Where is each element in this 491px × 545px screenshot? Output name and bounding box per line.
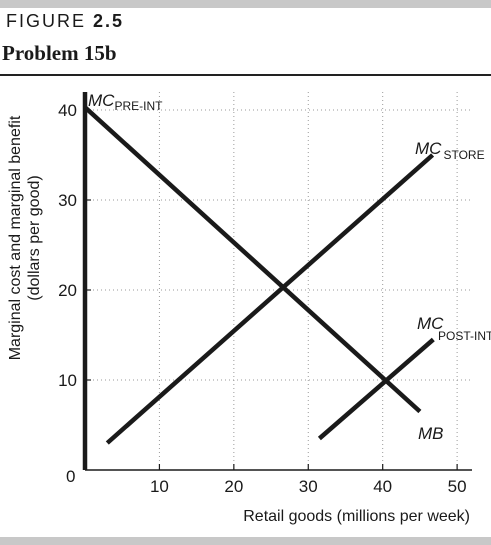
x-tick-label-10: 10 bbox=[150, 477, 169, 496]
y-axis-label: Marginal cost and marginal benefit (doll… bbox=[7, 115, 43, 360]
mc-store-label: MC STORE bbox=[415, 139, 485, 162]
axes bbox=[84, 92, 472, 471]
series-line-mc-post-int bbox=[317, 337, 435, 441]
bottom-band bbox=[0, 537, 491, 545]
series-line-mb bbox=[83, 105, 422, 414]
mc-post-int-sub-label: POST-INT bbox=[438, 329, 491, 343]
x-tick-label-30: 30 bbox=[299, 477, 318, 496]
tick-labels: 10 20 30 40 50 10 20 30 40 bbox=[58, 101, 466, 496]
y-tick-label-20: 20 bbox=[58, 281, 77, 300]
mc-post-int-main-label: MC bbox=[417, 314, 444, 333]
series-line-mc-store bbox=[105, 153, 435, 445]
header-rule bbox=[0, 74, 491, 76]
y-axis-label-line1: Marginal cost and marginal benefit bbox=[7, 115, 24, 360]
y-tick-label-10: 10 bbox=[58, 371, 77, 390]
y-tick-label-40: 40 bbox=[58, 101, 77, 120]
y-axis-label-line2: (dollars per good) bbox=[26, 175, 43, 300]
top-band bbox=[0, 0, 491, 8]
problem-title: Problem 15b bbox=[2, 41, 117, 65]
y-tick-label-30: 30 bbox=[58, 191, 77, 210]
origin-label: 0 bbox=[66, 467, 75, 486]
figure-label: FIGURE 2.5 bbox=[6, 11, 124, 32]
x-axis-label: Retail goods (millions per week) bbox=[243, 508, 470, 525]
figure-number: 2.5 bbox=[93, 11, 125, 31]
mb-label: MB bbox=[418, 424, 444, 443]
grid-lines bbox=[85, 92, 472, 470]
figure-word: FIGURE bbox=[6, 11, 87, 31]
mc-pre-int-label: MCPRE-INT bbox=[88, 91, 163, 113]
x-tick-label-40: 40 bbox=[373, 477, 392, 496]
x-tick-label-20: 20 bbox=[224, 477, 243, 496]
series-lines bbox=[82, 92, 435, 470]
x-tick-label-50: 50 bbox=[448, 477, 467, 496]
